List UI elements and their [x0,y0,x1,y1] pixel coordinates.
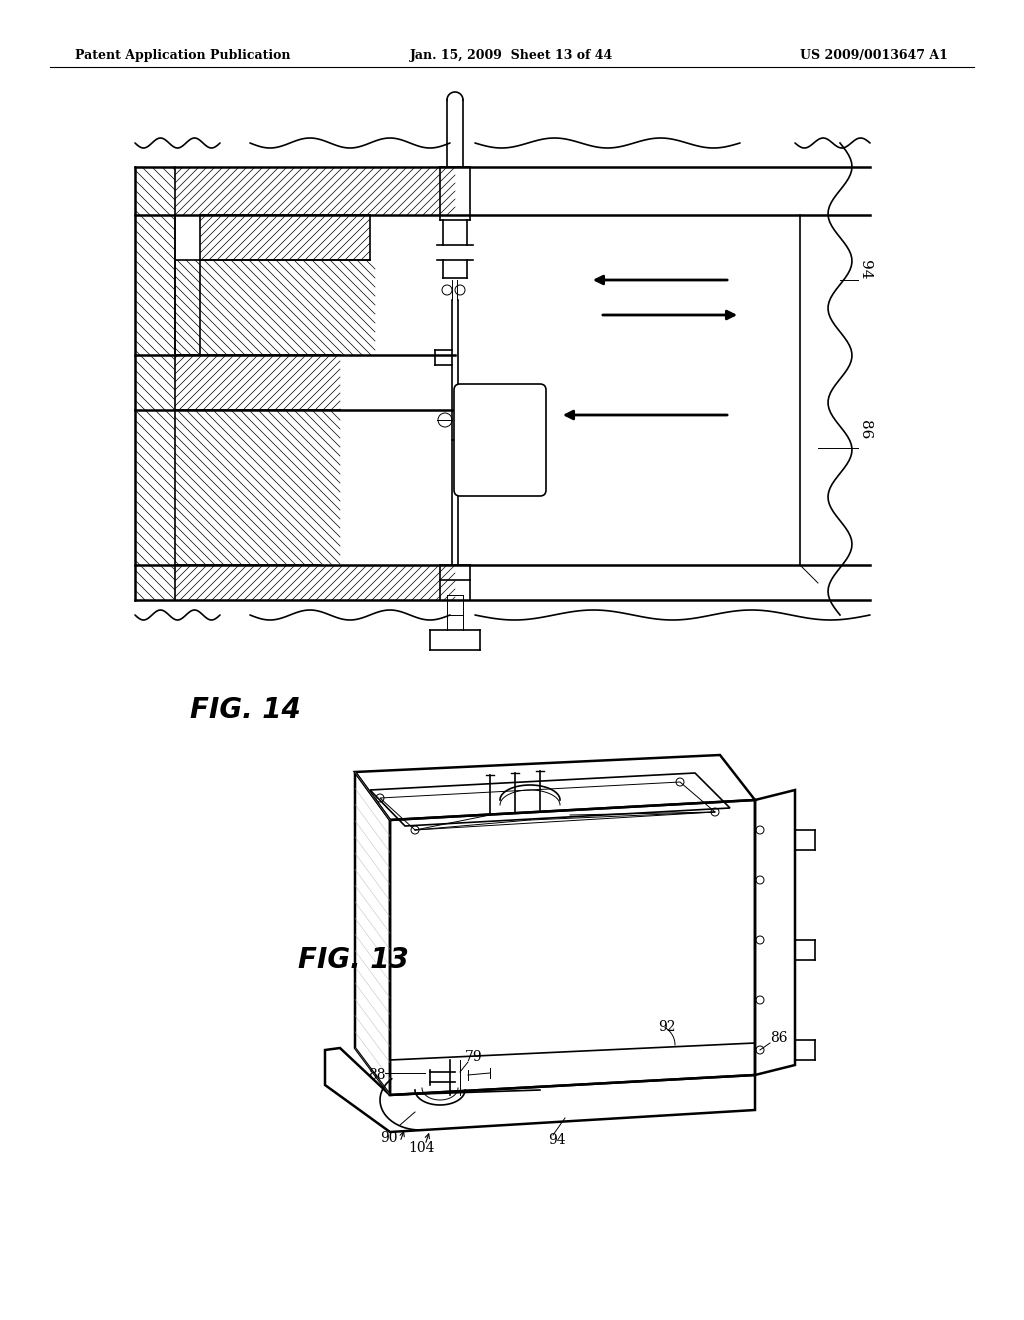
Text: Patent Application Publication: Patent Application Publication [75,49,291,62]
Text: 94: 94 [548,1133,565,1147]
FancyBboxPatch shape [454,384,546,496]
Text: 94: 94 [858,260,872,280]
Text: US 2009/0013647 A1: US 2009/0013647 A1 [800,49,948,62]
Text: 88: 88 [368,1068,385,1082]
Text: 92: 92 [658,1020,676,1034]
Text: 86: 86 [770,1031,787,1045]
Text: Jan. 15, 2009  Sheet 13 of 44: Jan. 15, 2009 Sheet 13 of 44 [410,49,613,62]
Text: 79: 79 [465,1049,482,1064]
Text: 104: 104 [408,1140,434,1155]
Text: 86: 86 [858,420,872,440]
Text: 90: 90 [380,1131,397,1144]
Text: FIG. 14: FIG. 14 [190,696,301,723]
Text: FIG. 13: FIG. 13 [298,946,409,974]
